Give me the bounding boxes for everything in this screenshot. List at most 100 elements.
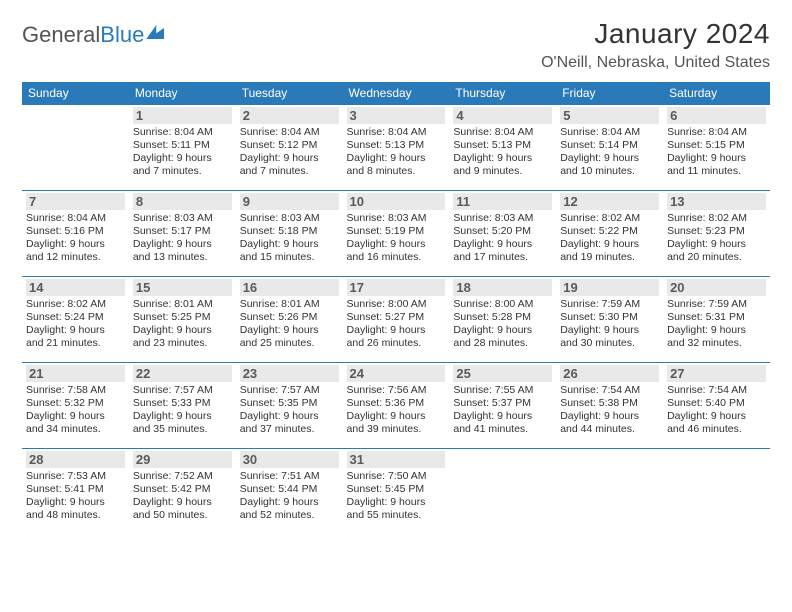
calendar-row: 1Sunrise: 8:04 AMSunset: 5:11 PMDaylight… xyxy=(22,105,770,191)
info-line: Sunrise: 7:58 AM xyxy=(26,384,125,397)
day-info: Sunrise: 8:02 AMSunset: 5:24 PMDaylight:… xyxy=(26,298,125,351)
info-line: and 48 minutes. xyxy=(26,509,125,522)
day-number: 27 xyxy=(667,365,766,382)
day-info: Sunrise: 7:59 AMSunset: 5:30 PMDaylight:… xyxy=(560,298,659,351)
info-line: Daylight: 9 hours xyxy=(560,410,659,423)
info-line: Sunset: 5:18 PM xyxy=(240,225,339,238)
info-line: and 16 minutes. xyxy=(347,251,446,264)
info-line: Daylight: 9 hours xyxy=(560,238,659,251)
info-line: Daylight: 9 hours xyxy=(560,324,659,337)
calendar-row: 14 Sunrise: 8:02 AMSunset: 5:24 PMDayligh… xyxy=(22,277,770,363)
info-line: Daylight: 9 hours xyxy=(240,238,339,251)
calendar-cell: 31 Sunrise: 7:50 AMSunset: 5:45 PMDayligh… xyxy=(343,449,450,535)
day-number: 31 xyxy=(347,451,446,468)
info-line: Sunset: 5:14 PM xyxy=(560,139,659,152)
calendar-body: 1Sunrise: 8:04 AMSunset: 5:11 PMDaylight… xyxy=(22,105,770,535)
info-line: Sunrise: 7:56 AM xyxy=(347,384,446,397)
info-line: Daylight: 9 hours xyxy=(26,238,125,251)
day-info: Sunrise: 7:53 AMSunset: 5:41 PMDaylight:… xyxy=(26,470,125,523)
calendar-cell: 10Sunrise: 8:03 AMSunset: 5:19 PMDayligh… xyxy=(343,191,450,277)
day-info: Sunrise: 8:01 AMSunset: 5:25 PMDaylight:… xyxy=(133,298,232,351)
info-line: Sunset: 5:32 PM xyxy=(26,397,125,410)
info-line: Sunset: 5:25 PM xyxy=(133,311,232,324)
info-line: Sunrise: 8:03 AM xyxy=(453,212,552,225)
day-number: 26 xyxy=(560,365,659,382)
day-info: Sunrise: 8:03 AMSunset: 5:20 PMDaylight:… xyxy=(453,212,552,265)
info-line: Daylight: 9 hours xyxy=(667,238,766,251)
info-line: Daylight: 9 hours xyxy=(240,496,339,509)
info-line: Sunset: 5:15 PM xyxy=(667,139,766,152)
info-line: Sunset: 5:31 PM xyxy=(667,311,766,324)
day-number: 3 xyxy=(347,107,446,124)
day-info: Sunrise: 7:58 AMSunset: 5:32 PMDaylight:… xyxy=(26,384,125,437)
day-info: Sunrise: 7:54 AMSunset: 5:38 PMDaylight:… xyxy=(560,384,659,437)
info-line: Sunrise: 8:01 AM xyxy=(240,298,339,311)
info-line: and 25 minutes. xyxy=(240,337,339,350)
weekday-header: Sunday xyxy=(22,82,129,105)
calendar-head: Sunday Monday Tuesday Wednesday Thursday… xyxy=(22,82,770,105)
day-number: 6 xyxy=(667,107,766,124)
day-info: Sunrise: 7:55 AMSunset: 5:37 PMDaylight:… xyxy=(453,384,552,437)
day-info: Sunrise: 8:04 AMSunset: 5:13 PMDaylight:… xyxy=(347,126,446,179)
day-number: 14 xyxy=(26,279,125,296)
calendar-cell: 18Sunrise: 8:00 AMSunset: 5:28 PMDayligh… xyxy=(449,277,556,363)
day-number: 9 xyxy=(240,193,339,210)
info-line: Daylight: 9 hours xyxy=(667,324,766,337)
info-line: Sunrise: 7:55 AM xyxy=(453,384,552,397)
info-line: and 11 minutes. xyxy=(667,165,766,178)
info-line: Sunset: 5:20 PM xyxy=(453,225,552,238)
calendar-cell: 22Sunrise: 7:57 AMSunset: 5:33 PMDayligh… xyxy=(129,363,236,449)
info-line: Daylight: 9 hours xyxy=(347,324,446,337)
day-info: Sunrise: 7:51 AMSunset: 5:44 PMDaylight:… xyxy=(240,470,339,523)
day-number: 23 xyxy=(240,365,339,382)
calendar-cell: 26 Sunrise: 7:54 AMSunset: 5:38 PMDayligh… xyxy=(556,363,663,449)
info-line: Daylight: 9 hours xyxy=(133,238,232,251)
day-info: Sunrise: 8:01 AMSunset: 5:26 PMDaylight:… xyxy=(240,298,339,351)
info-line: and 15 minutes. xyxy=(240,251,339,264)
calendar-cell: 11 Sunrise: 8:03 AMSunset: 5:20 PMDayligh… xyxy=(449,191,556,277)
info-line: Sunset: 5:33 PM xyxy=(133,397,232,410)
info-line: Sunset: 5:22 PM xyxy=(560,225,659,238)
day-info: Sunrise: 8:03 AMSunset: 5:19 PMDaylight:… xyxy=(347,212,446,265)
day-number: 28 xyxy=(26,451,125,468)
weekday-header: Wednesday xyxy=(343,82,450,105)
day-info: Sunrise: 7:50 AMSunset: 5:45 PMDaylight:… xyxy=(347,470,446,523)
logo-text: GeneralBlue xyxy=(22,22,144,48)
info-line: Sunrise: 7:52 AM xyxy=(133,470,232,483)
info-line: Sunset: 5:37 PM xyxy=(453,397,552,410)
day-number: 11 xyxy=(453,193,552,210)
info-line: Sunrise: 7:57 AM xyxy=(133,384,232,397)
info-line: Sunset: 5:30 PM xyxy=(560,311,659,324)
day-number: 25 xyxy=(453,365,552,382)
calendar-cell: 9Sunrise: 8:03 AMSunset: 5:18 PMDaylight… xyxy=(236,191,343,277)
calendar-cell: 23Sunrise: 7:57 AMSunset: 5:35 PMDayligh… xyxy=(236,363,343,449)
info-line: Sunrise: 7:54 AM xyxy=(667,384,766,397)
weekday-header: Friday xyxy=(556,82,663,105)
weekday-header: Thursday xyxy=(449,82,556,105)
info-line: Sunset: 5:38 PM xyxy=(560,397,659,410)
info-line: and 7 minutes. xyxy=(240,165,339,178)
calendar-cell: 21Sunrise: 7:58 AMSunset: 5:32 PMDayligh… xyxy=(22,363,129,449)
page: GeneralBlue January 2024 O'Neill, Nebras… xyxy=(0,0,792,535)
calendar-cell: 16Sunrise: 8:01 AMSunset: 5:26 PMDayligh… xyxy=(236,277,343,363)
calendar-cell: 7Sunrise: 8:04 AMSunset: 5:16 PMDaylight… xyxy=(22,191,129,277)
info-line: Sunrise: 8:03 AM xyxy=(133,212,232,225)
info-line: Sunset: 5:26 PM xyxy=(240,311,339,324)
info-line: Sunset: 5:27 PM xyxy=(347,311,446,324)
info-line: Sunrise: 8:04 AM xyxy=(560,126,659,139)
info-line: Sunrise: 8:04 AM xyxy=(240,126,339,139)
info-line: and 35 minutes. xyxy=(133,423,232,436)
calendar-cell: 20Sunrise: 7:59 AMSunset: 5:31 PMDayligh… xyxy=(663,277,770,363)
info-line: Sunrise: 8:02 AM xyxy=(667,212,766,225)
calendar-row: 7Sunrise: 8:04 AMSunset: 5:16 PMDaylight… xyxy=(22,191,770,277)
info-line: Daylight: 9 hours xyxy=(667,410,766,423)
info-line: Daylight: 9 hours xyxy=(453,410,552,423)
header: GeneralBlue January 2024 O'Neill, Nebras… xyxy=(22,18,770,72)
weekday-header: Saturday xyxy=(663,82,770,105)
day-info: Sunrise: 8:04 AMSunset: 5:13 PMDaylight:… xyxy=(453,126,552,179)
day-number: 13 xyxy=(667,193,766,210)
day-info: Sunrise: 7:52 AMSunset: 5:42 PMDaylight:… xyxy=(133,470,232,523)
calendar-cell xyxy=(449,449,556,535)
day-number: 8 xyxy=(133,193,232,210)
day-number: 5 xyxy=(560,107,659,124)
